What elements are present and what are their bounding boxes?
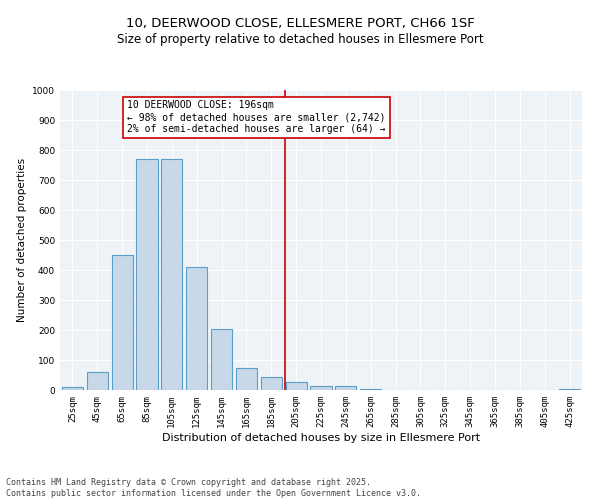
Bar xyxy=(87,372,108,390)
Bar xyxy=(559,388,580,390)
Bar xyxy=(360,389,381,390)
Bar xyxy=(161,159,182,390)
X-axis label: Distribution of detached houses by size in Ellesmere Port: Distribution of detached houses by size … xyxy=(162,432,480,442)
Bar xyxy=(211,328,232,390)
Bar xyxy=(286,382,307,390)
Bar xyxy=(236,368,257,390)
Bar xyxy=(261,376,282,390)
Text: 10, DEERWOOD CLOSE, ELLESMERE PORT, CH66 1SF: 10, DEERWOOD CLOSE, ELLESMERE PORT, CH66… xyxy=(125,18,475,30)
Bar xyxy=(112,255,133,390)
Bar xyxy=(335,386,356,390)
Bar xyxy=(62,387,83,390)
Bar xyxy=(136,159,158,390)
Text: Size of property relative to detached houses in Ellesmere Port: Size of property relative to detached ho… xyxy=(116,32,484,46)
Bar xyxy=(186,267,207,390)
Bar xyxy=(310,386,332,390)
Y-axis label: Number of detached properties: Number of detached properties xyxy=(17,158,26,322)
Text: 10 DEERWOOD CLOSE: 196sqm
← 98% of detached houses are smaller (2,742)
2% of sem: 10 DEERWOOD CLOSE: 196sqm ← 98% of detac… xyxy=(127,100,386,134)
Text: Contains HM Land Registry data © Crown copyright and database right 2025.
Contai: Contains HM Land Registry data © Crown c… xyxy=(6,478,421,498)
